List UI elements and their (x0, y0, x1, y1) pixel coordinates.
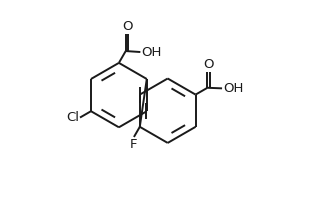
Text: OH: OH (223, 82, 243, 95)
Text: O: O (204, 58, 214, 71)
Text: Cl: Cl (66, 111, 79, 124)
Text: F: F (130, 138, 138, 151)
Text: OH: OH (141, 46, 162, 59)
Text: O: O (122, 20, 132, 33)
